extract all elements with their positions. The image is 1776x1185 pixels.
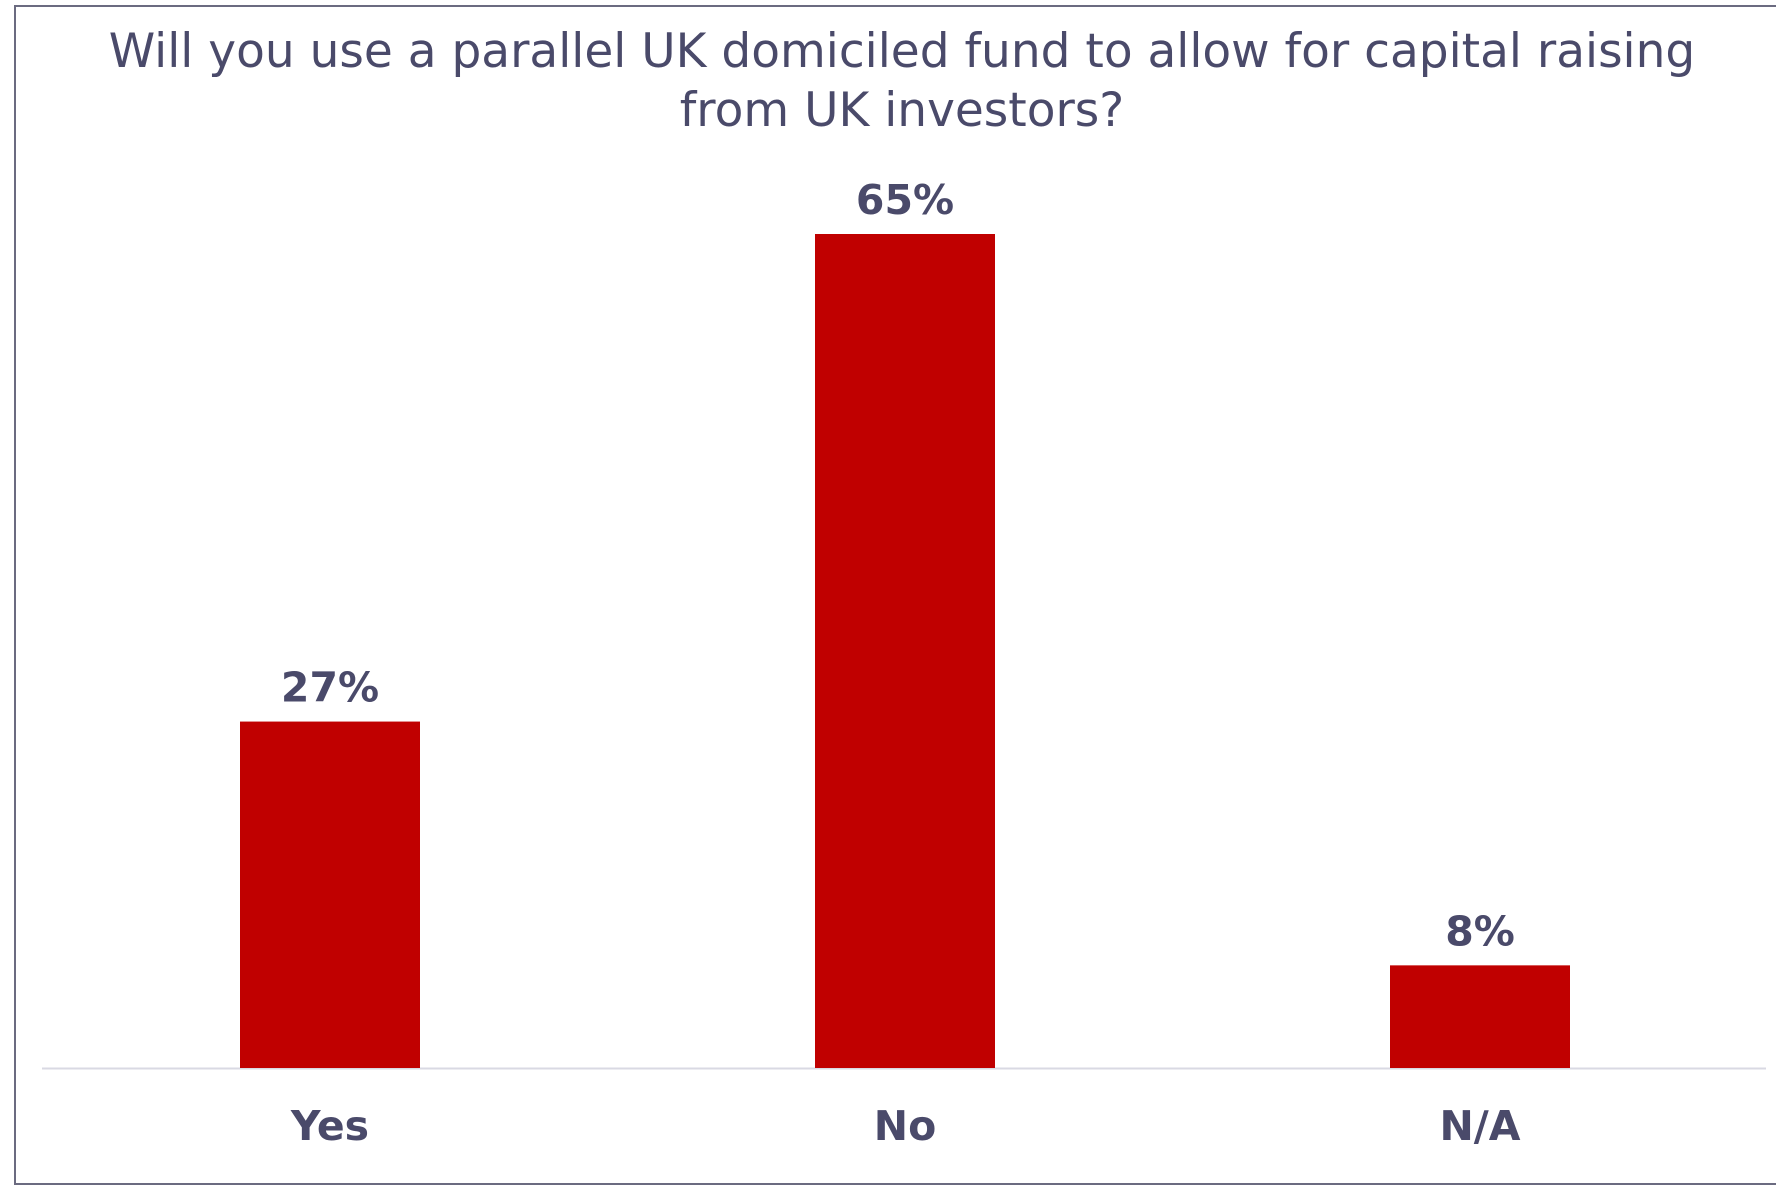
bar-no xyxy=(815,234,995,1068)
chart-title: Will you use a parallel UK domiciled fun… xyxy=(108,24,1696,138)
category-label-n-a: N/A xyxy=(1439,1102,1520,1150)
data-label-n-a: 8% xyxy=(1445,907,1515,955)
data-label-no: 65% xyxy=(856,176,954,224)
labels-layer: 27% Yes 65% No 8% N/A xyxy=(281,176,1521,1150)
data-label-yes: 27% xyxy=(281,664,379,712)
bars-layer xyxy=(240,234,1570,1068)
category-label-yes: Yes xyxy=(290,1102,369,1150)
bar-chart: 27% Yes 65% No 8% N/A xyxy=(42,176,1766,1150)
bar-n-a xyxy=(1390,965,1570,1068)
category-label-no: No xyxy=(874,1102,936,1150)
bar-yes xyxy=(240,721,420,1068)
